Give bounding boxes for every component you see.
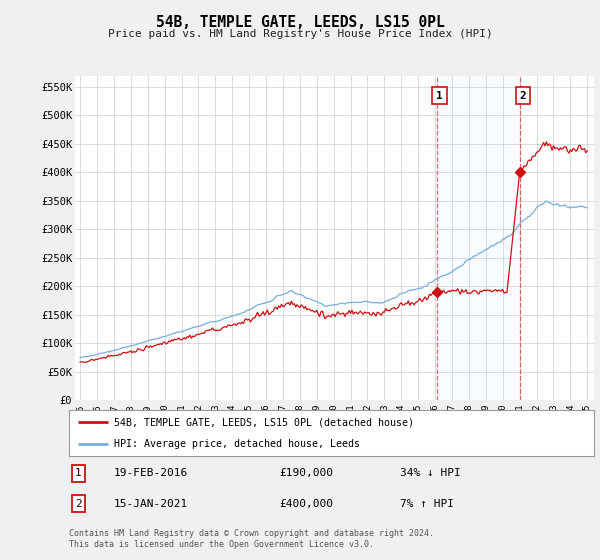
Text: £400,000: £400,000	[279, 498, 333, 508]
Text: Contains HM Land Registry data © Crown copyright and database right 2024.
This d: Contains HM Land Registry data © Crown c…	[69, 529, 434, 549]
Text: HPI: Average price, detached house, Leeds: HPI: Average price, detached house, Leed…	[113, 440, 359, 450]
Text: 1: 1	[436, 91, 443, 101]
Text: 19-FEB-2016: 19-FEB-2016	[113, 468, 188, 478]
Text: 2: 2	[75, 498, 82, 508]
Text: 15-JAN-2021: 15-JAN-2021	[113, 498, 188, 508]
Text: 54B, TEMPLE GATE, LEEDS, LS15 0PL: 54B, TEMPLE GATE, LEEDS, LS15 0PL	[155, 15, 445, 30]
Bar	[437, 76, 520, 400]
Text: 1: 1	[75, 468, 82, 478]
Text: 7% ↑ HPI: 7% ↑ HPI	[400, 498, 454, 508]
Text: 2: 2	[520, 91, 526, 101]
Text: Price paid vs. HM Land Registry's House Price Index (HPI): Price paid vs. HM Land Registry's House …	[107, 29, 493, 39]
Text: 34% ↓ HPI: 34% ↓ HPI	[400, 468, 461, 478]
Text: 54B, TEMPLE GATE, LEEDS, LS15 0PL (detached house): 54B, TEMPLE GATE, LEEDS, LS15 0PL (detac…	[113, 418, 413, 428]
Text: £190,000: £190,000	[279, 468, 333, 478]
